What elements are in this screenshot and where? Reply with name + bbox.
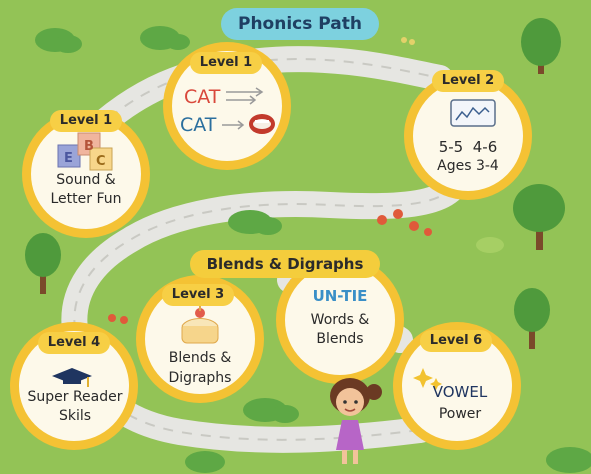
tree-icon [25,18,565,349]
vowel-word: VOWEL [432,383,488,401]
level-pill-1-cat[interactable]: Level 1 [190,52,262,74]
cake-icon [181,303,219,344]
section-banner: Blends & Digraphs [190,250,380,278]
level-pill-3[interactable]: Level 3 [162,284,234,306]
graduation-cap-icon [52,368,92,387]
cat-word-blue: CAT [180,114,217,136]
level-words-line-1: Words & [310,312,370,328]
level-pill-1-start[interactable]: Level 1 [50,110,122,132]
level-pill-2[interactable]: Level 2 [432,70,504,92]
svg-text:E: E [64,151,73,166]
svg-text:B: B [84,139,94,154]
flower-icon [108,37,432,324]
level-words-line-2: Blends [316,331,364,347]
level-6-line-2: Power [438,406,482,422]
level-disc-6[interactable] [393,322,521,450]
level-disc-4[interactable] [10,322,138,450]
chart-card-icon [450,99,496,127]
level-1-line-1: Sound & [56,172,116,188]
level-4-line-2: Skils [58,408,92,424]
mouth-icon [249,114,275,134]
letter-blocks-icon: E B C [57,132,113,171]
girl-character [330,378,382,464]
svg-text:C: C [96,154,106,169]
untie-word: UN-TIE [312,287,368,305]
arrow-lines-icon [222,87,264,130]
level-disc-1-cat[interactable] [163,42,291,170]
sparkle-icon [413,368,442,390]
level-disc-words[interactable] [276,256,404,384]
page-title: Phonics Path [221,8,379,40]
level-3-line-2: Digraphs [168,370,232,386]
level-2-line-2: Ages 3-4 [437,158,499,174]
cat-word-red: CAT [184,86,221,108]
level-1-line-2: Letter Fun [50,191,122,207]
level-pill-4[interactable]: Level 4 [38,332,110,354]
level-3-line-1: Blends & [168,350,232,366]
level-2-line-1: 5-5 4-6 [438,138,498,156]
bush-icon [35,26,591,473]
level-4-line-1: Super Reader [27,389,123,405]
level-pill-6[interactable]: Level 6 [420,330,492,352]
